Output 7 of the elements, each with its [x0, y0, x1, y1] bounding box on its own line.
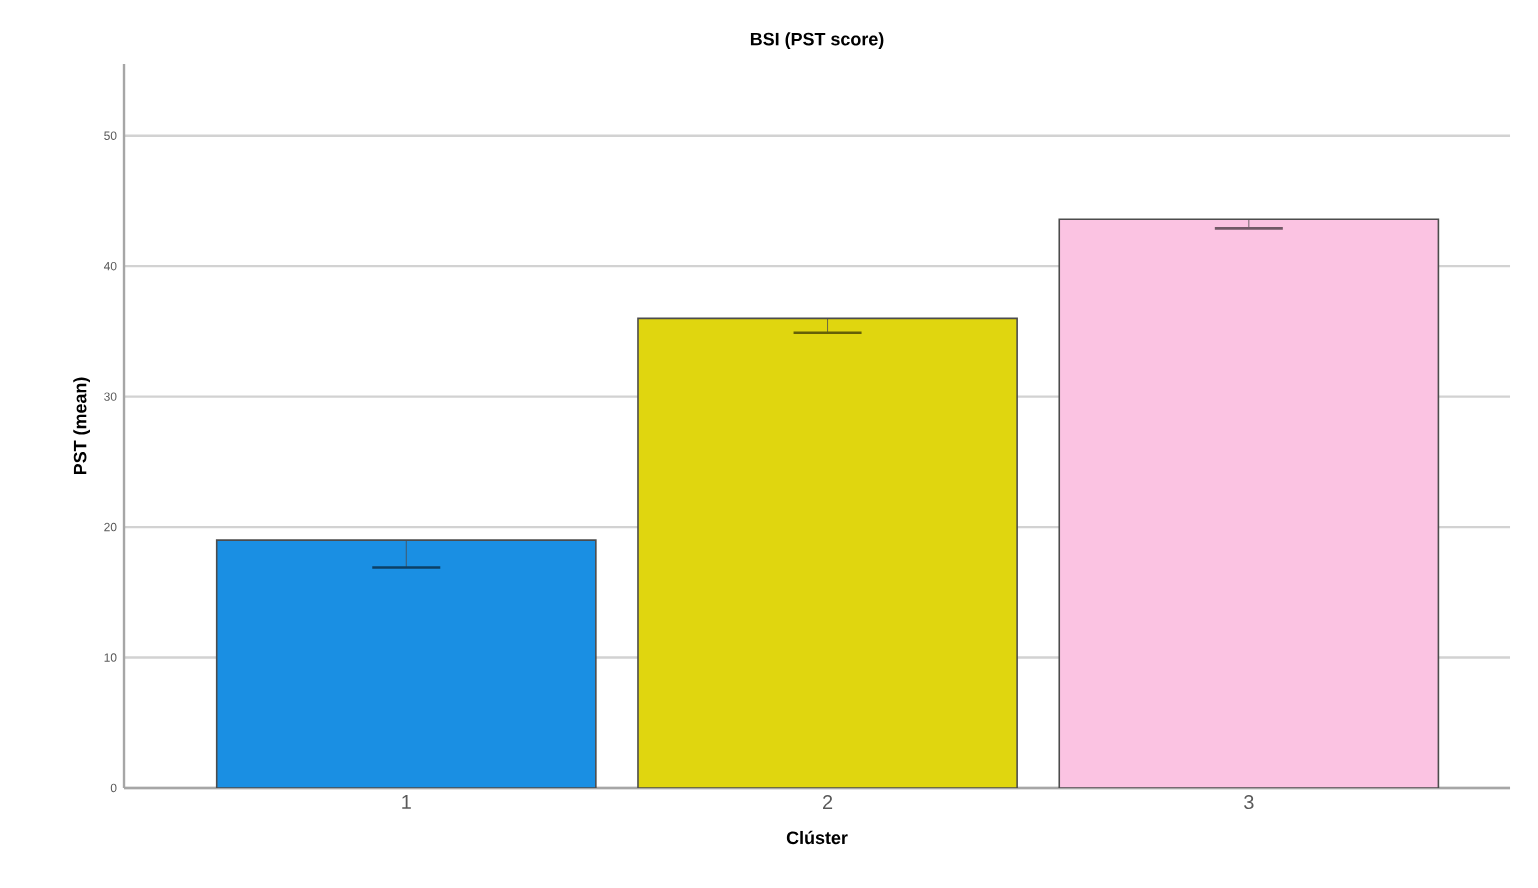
y-axis-title: PST (mean)	[73, 377, 90, 475]
x-tick-label: 2	[823, 795, 833, 809]
chart-title: BSI (PST score)	[750, 32, 884, 49]
bar	[1058, 218, 1440, 788]
x-axis-title: Clúster	[786, 830, 848, 845]
x-tick-label: 3	[1244, 795, 1254, 810]
x-tick-label: 1	[402, 795, 411, 809]
